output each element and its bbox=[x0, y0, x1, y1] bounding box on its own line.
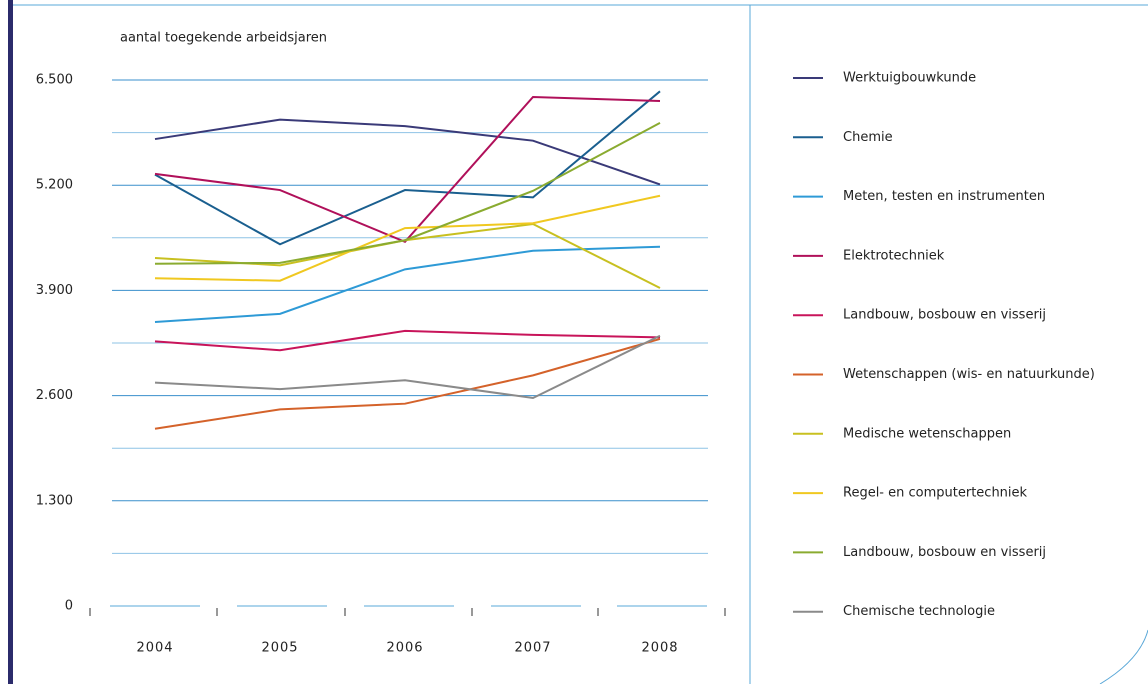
legend-label: Landbouw, bosbouw en visserij bbox=[843, 308, 1046, 323]
legend-item: Wetenschappen (wis- en natuurkunde) bbox=[793, 367, 1095, 382]
legend-item: Landbouw, bosbouw en visserij bbox=[793, 308, 1046, 323]
y-axis-label: aantal toegekende arbeidsjaren bbox=[120, 31, 327, 46]
x-ticks bbox=[89, 608, 726, 616]
series-line bbox=[154, 95, 661, 244]
x-tick-label: 2007 bbox=[514, 641, 551, 656]
y-tick-label: 0 bbox=[65, 599, 73, 614]
legend-label: Meten, testen en instrumenten bbox=[843, 189, 1045, 204]
legend-item: Elektrotechniek bbox=[793, 248, 945, 263]
series-line bbox=[154, 223, 661, 289]
series-line bbox=[154, 90, 661, 246]
legend-label: Elektrotechniek bbox=[843, 248, 945, 263]
corner-curve bbox=[1099, 629, 1148, 684]
legend-label: Chemie bbox=[843, 130, 893, 145]
series-line bbox=[154, 334, 661, 400]
series-line bbox=[154, 329, 661, 352]
x-tick-label: 2004 bbox=[136, 641, 173, 656]
legend-label: Regel- en computertechniek bbox=[843, 486, 1028, 501]
x-tick-label: 2008 bbox=[641, 641, 678, 656]
x-tick-label: 2006 bbox=[386, 641, 423, 656]
series-line bbox=[154, 118, 661, 186]
y-tick-label: 2.600 bbox=[36, 388, 73, 403]
legend-item: Werktuigbouwkunde bbox=[793, 71, 976, 86]
series-line bbox=[154, 245, 661, 323]
legend-label: Wetenschappen (wis- en natuurkunde) bbox=[843, 367, 1095, 382]
y-tick-label: 1.300 bbox=[36, 493, 73, 508]
y-tick-label: 6.500 bbox=[36, 73, 73, 88]
series-line bbox=[154, 194, 661, 282]
legend-item: Medische wetenschappen bbox=[793, 426, 1011, 441]
y-tick-label: 5.200 bbox=[36, 178, 73, 193]
legend-item: Regel- en computertechniek bbox=[793, 486, 1028, 501]
legend-label: Chemische technologie bbox=[843, 604, 995, 619]
series-line bbox=[154, 122, 661, 265]
legend-item: Chemie bbox=[793, 130, 893, 145]
left-bar bbox=[8, 0, 13, 684]
legend-label: Medische wetenschappen bbox=[843, 426, 1011, 441]
legend-item: Landbouw, bosbouw en visserij bbox=[793, 545, 1046, 560]
legend-label: Werktuigbouwkunde bbox=[843, 71, 976, 86]
legend-item: Chemische technologie bbox=[793, 604, 995, 619]
legend-item: Meten, testen en instrumenten bbox=[793, 189, 1045, 204]
legend-label: Landbouw, bosbouw en visserij bbox=[843, 545, 1046, 560]
x-tick-label: 2005 bbox=[261, 641, 298, 656]
series-line bbox=[154, 337, 661, 430]
y-tick-label: 3.900 bbox=[36, 283, 73, 298]
